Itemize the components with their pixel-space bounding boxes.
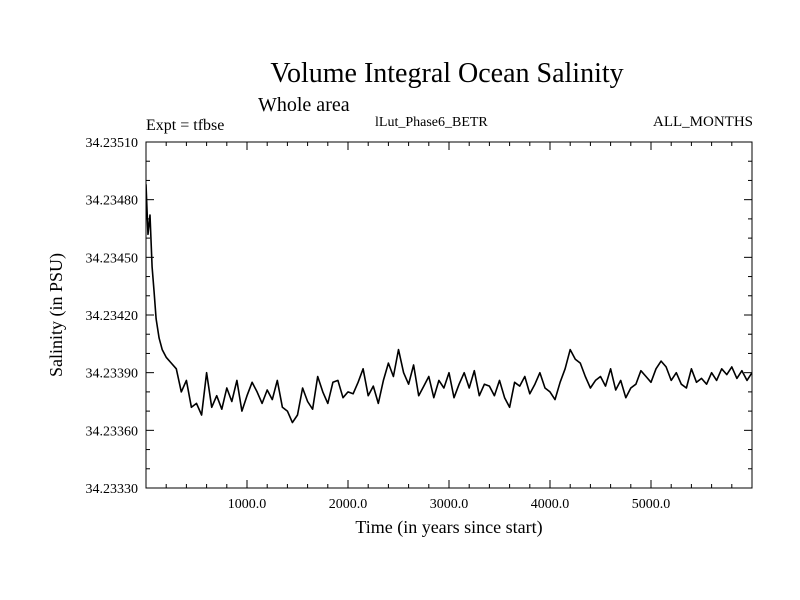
axis-ticks bbox=[146, 141, 752, 489]
x-tick-label: 5000.0 bbox=[632, 497, 671, 512]
chart-title: Volume Integral Ocean Salinity bbox=[270, 58, 623, 89]
x-tick-label: 2000.0 bbox=[329, 497, 368, 512]
y-tick-label: 34.23510 bbox=[86, 136, 139, 151]
plot-frame bbox=[145, 141, 753, 489]
run-name-label: lLut_Phase6_BETR bbox=[375, 115, 488, 130]
x-axis-label: Time (in years since start) bbox=[355, 517, 542, 538]
x-tick-label: 3000.0 bbox=[430, 497, 469, 512]
y-tick-label: 34.23420 bbox=[86, 309, 139, 324]
experiment-label: Expt = tfbse bbox=[146, 117, 224, 134]
y-tick-label: 34.23480 bbox=[86, 194, 139, 209]
x-tick-labels: 1000.0 2000.0 3000.0 4000.0 5000.0 bbox=[228, 497, 671, 512]
period-label: ALL_MONTHS bbox=[653, 114, 753, 130]
x-tick-label: 4000.0 bbox=[531, 497, 570, 512]
y-axis-label: Salinity (in PSU) bbox=[46, 253, 67, 377]
y-tick-label: 34.23360 bbox=[86, 424, 139, 439]
y-tick-label: 34.23330 bbox=[86, 482, 139, 497]
y-tick-labels: 34.23330 34.23360 34.23390 34.23420 34.23450… bbox=[86, 136, 139, 497]
chart-subtitle: Whole area bbox=[258, 94, 350, 116]
y-tick-label: 34.23450 bbox=[86, 251, 139, 266]
y-tick-label: 34.23390 bbox=[86, 367, 139, 382]
x-tick-label: 1000.0 bbox=[228, 497, 267, 512]
salinity-series-line bbox=[146, 184, 752, 424]
